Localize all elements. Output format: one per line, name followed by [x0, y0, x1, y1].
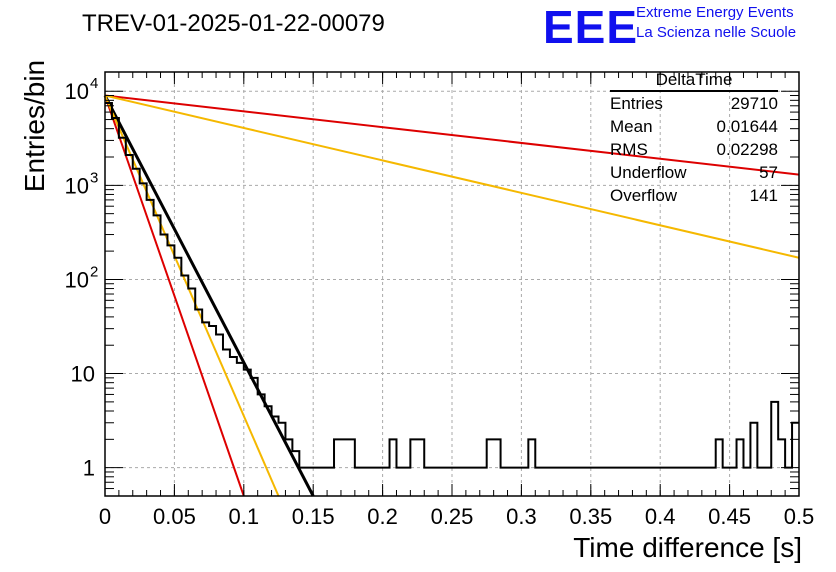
stats-row: Overflow 141 [610, 186, 778, 209]
y-tick-label: 10 [65, 267, 89, 292]
y-tick-label: 10 [65, 173, 89, 198]
logo-line-2: La Scienza nelle Scuole [636, 24, 797, 41]
stats-value: 29710 [730, 94, 778, 113]
stats-value: 57 [759, 163, 778, 182]
y-tick-label: 10 [65, 79, 89, 104]
x-tick-label: 0.35 [569, 504, 612, 529]
x-tick-label: 0.3 [506, 504, 537, 529]
stats-label: Entries [610, 94, 663, 113]
x-axis: 0 0.05 0.1 0.15 0.2 0.25 0.3 0.35 0.4 0.45 0.5 [99, 72, 814, 529]
y-tick-exponent: 3 [90, 169, 98, 186]
x-tick-label: 0.5 [784, 504, 815, 529]
stats-row: Mean 0.01644 [610, 117, 778, 140]
stats-box-title: DeltaTime [610, 70, 778, 92]
histogram-line [105, 101, 799, 469]
stats-label: RMS [610, 140, 648, 159]
fit-line [104, 94, 800, 176]
x-tick-label: 0.1 [229, 504, 260, 529]
fit-line [104, 95, 245, 497]
y-tick-label: 1 [83, 456, 95, 481]
x-tick-label: 0.05 [153, 504, 196, 529]
fit-line [104, 94, 800, 259]
stats-value: 0.01644 [716, 117, 778, 136]
stats-label: Overflow [610, 186, 678, 205]
stats-value: 0.02298 [716, 140, 778, 159]
stats-row: RMS 0.02298 [610, 140, 778, 163]
stats-row: Underflow 57 [610, 163, 778, 186]
stats-value: 141 [749, 186, 778, 205]
y-tick-exponent: 4 [90, 75, 98, 92]
stats-box: DeltaTime Entries 29710 Mean 0.01644 RMS 0.… [610, 70, 778, 209]
x-tick-label: 0.25 [431, 504, 474, 529]
stats-label: Underflow [610, 163, 687, 182]
x-axis-label: Time difference [s] [573, 532, 802, 563]
eee-logo: EEE [543, 1, 639, 53]
y-tick-exponent: 2 [90, 263, 98, 280]
x-tick-label: 0.4 [645, 504, 676, 529]
stats-row: Entries 29710 [610, 94, 778, 117]
x-tick-label: 0 [99, 504, 111, 529]
stats-label: Mean [610, 117, 653, 136]
fit-line [103, 94, 315, 497]
x-tick-label: 0.45 [708, 504, 751, 529]
logo-line-1: Extreme Energy Events [636, 4, 794, 21]
fit-line [104, 95, 280, 497]
y-axis-label: Entries/bin [19, 59, 50, 193]
x-tick-label: 0.15 [292, 504, 335, 529]
x-tick-label: 0.2 [367, 504, 398, 529]
plot-title: TREV-01-2025-01-22-00079 [82, 10, 385, 37]
fit-curves [103, 94, 800, 497]
y-tick-label: 10 [71, 362, 95, 387]
